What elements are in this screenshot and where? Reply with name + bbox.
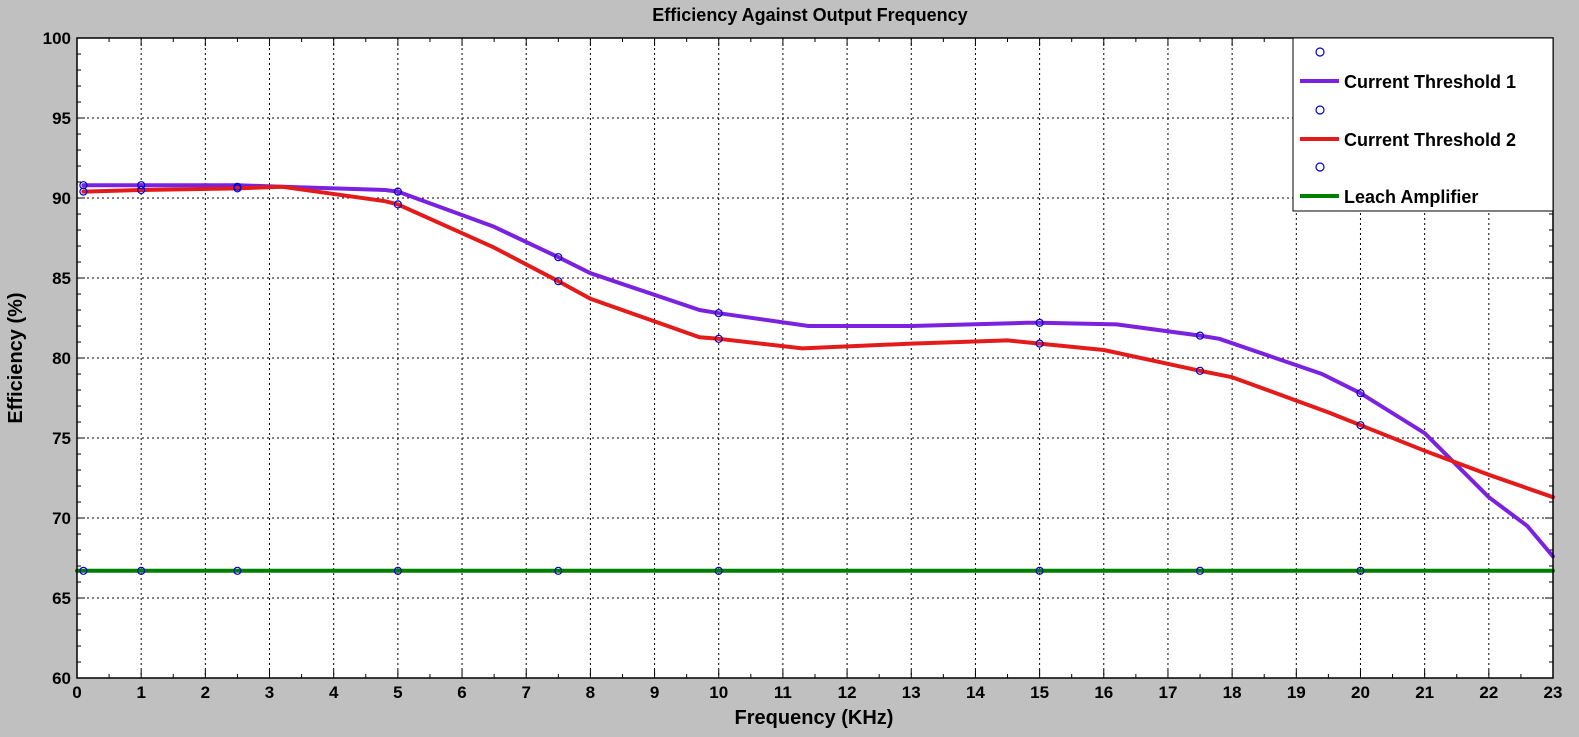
y-tick-label: 60 [52,669,71,688]
x-tick-label: 22 [1479,683,1498,702]
data-point-marker [393,200,402,209]
data-point-marker [554,566,563,575]
data-markers [79,181,1365,575]
data-point-marker [1035,339,1044,348]
data-point-marker [1035,566,1044,575]
data-point-marker [1356,566,1365,575]
x-tick-label: 15 [1030,683,1049,702]
series-line-current-threshold-2 [81,184,1555,500]
y-tick-label: 75 [52,429,71,448]
data-point-marker [554,253,563,262]
data-point-marker [1356,421,1365,430]
legend-marker-3 [1315,162,1325,172]
y-tick-label: 100 [43,29,71,48]
x-tick-labels: 0 1 2 3 4 5 6 7 8 9 10 11 12 13 14 15 16 17 18 19 20 21 22 23 [72,683,1562,702]
y-tick-label: 70 [52,509,71,528]
x-tick-label: 1 [136,683,145,702]
legend-label-current-threshold-1: Current Threshold 1 [1344,72,1516,92]
x-tick-label: 4 [329,683,339,702]
x-tick-label: 7 [521,683,530,702]
legend: Current Threshold 1 Current Threshold 2 … [1292,37,1554,212]
y-axis-label: Efficiency (%) [5,292,27,423]
data-point-marker [79,187,88,196]
data-point-marker [393,187,402,196]
grid [77,38,1553,678]
legend-marker-1 [1315,47,1325,57]
series-line-current-threshold-1 [81,183,1555,559]
data-point-marker [714,334,723,343]
legend-marker-2 [1315,105,1325,115]
data-point-marker [714,309,723,318]
data-point-marker [1035,318,1044,327]
data-point-marker [1195,331,1205,340]
data-point-marker [137,566,146,575]
data-point-marker [1195,566,1205,575]
data-point-marker [233,566,242,575]
plot-frame [76,37,1554,679]
data-point-marker [393,566,402,575]
data-point-marker [714,566,723,575]
x-tick-label: 10 [709,683,728,702]
x-tick-label: 17 [1158,683,1177,702]
x-tick-label: 0 [72,683,81,702]
x-tick-label: 21 [1415,683,1434,702]
x-tick-label: 12 [838,683,857,702]
y-tick-label: 80 [52,349,71,368]
data-point-marker [1195,366,1205,375]
x-tick-label: 5 [393,683,402,702]
data-point-marker [554,277,563,286]
legend-label-current-threshold-2: Current Threshold 2 [1344,130,1516,150]
x-tick-label: 9 [650,683,659,702]
data-point-marker [79,566,88,575]
x-tick-label: 16 [1094,683,1113,702]
y-tick-label: 90 [52,189,71,208]
y-tick-labels: 60 65 70 75 80 85 90 95 100 [43,29,71,688]
data-point-marker [137,181,146,190]
y-tick-label: 85 [52,269,71,288]
y-tick-label: 95 [52,109,71,128]
series-lines [75,183,1555,573]
x-tick-label: 20 [1351,683,1370,702]
x-tick-label: 13 [902,683,921,702]
x-tick-label: 11 [774,683,792,702]
x-axis-label: Frequency (KHz) [735,707,894,729]
data-point-marker [233,184,242,193]
x-tick-label: 8 [586,683,595,702]
x-tick-label: 18 [1223,683,1242,702]
chart-title: Efficiency Against Output Frequency [652,5,967,25]
x-tick-label: 6 [457,683,466,702]
x-tick-label: 2 [201,683,210,702]
data-point-marker [1356,389,1365,398]
data-point-marker [137,185,146,195]
x-tick-label: 14 [966,683,985,702]
legend-box [1292,37,1554,212]
x-tick-label: 23 [1544,683,1563,702]
x-tick-label: 19 [1287,683,1306,702]
legend-label-leach-amplifier: Leach Amplifier [1344,187,1478,207]
x-tick-label: 3 [265,683,274,702]
y-tick-label: 65 [52,589,71,608]
